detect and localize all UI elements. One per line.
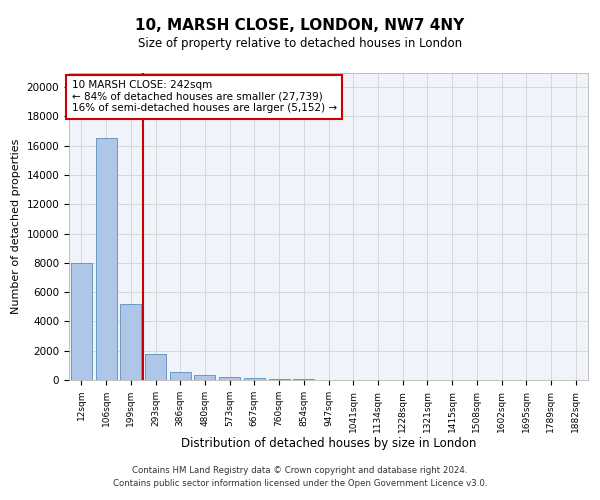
Y-axis label: Number of detached properties: Number of detached properties [11,138,21,314]
Bar [194,375,215,380]
Bar [170,372,191,380]
Text: Contains HM Land Registry data © Crown copyright and database right 2024.
Contai: Contains HM Land Registry data © Crown c… [113,466,487,487]
Bar [95,138,116,380]
Text: 10 MARSH CLOSE: 242sqm
← 84% of detached houses are smaller (27,739)
16% of semi: 10 MARSH CLOSE: 242sqm ← 84% of detached… [71,80,337,114]
Bar [219,377,240,380]
Text: Size of property relative to detached houses in London: Size of property relative to detached ho… [138,38,462,51]
Bar [71,263,92,380]
Bar [120,304,141,380]
Text: 10, MARSH CLOSE, LONDON, NW7 4NY: 10, MARSH CLOSE, LONDON, NW7 4NY [136,18,464,32]
Bar [145,354,166,380]
X-axis label: Distribution of detached houses by size in London: Distribution of detached houses by size … [181,438,476,450]
Bar [244,378,265,380]
Bar [269,378,290,380]
